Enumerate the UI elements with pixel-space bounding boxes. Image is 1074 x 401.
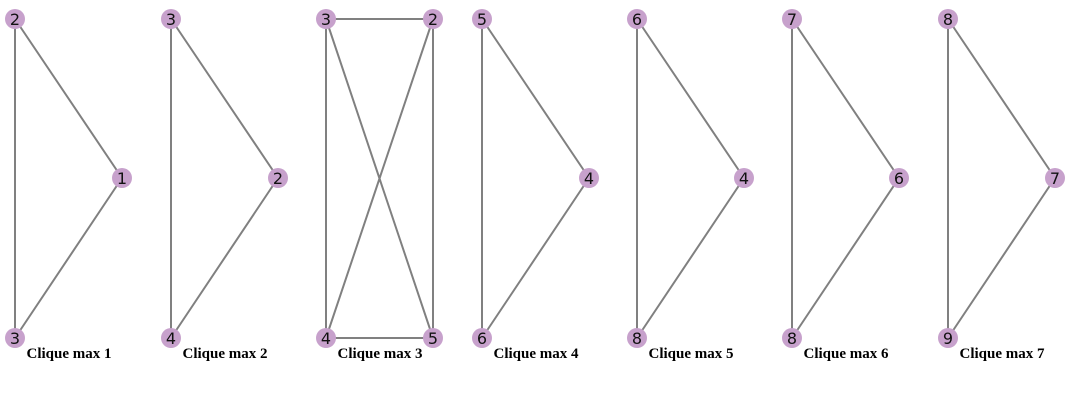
node-label: 6 [894, 169, 904, 188]
clique-graph-7: 8 7 9 Clique max 7 [938, 9, 1065, 362]
graph-caption: Clique max 7 [959, 346, 1045, 362]
node-label: 8 [943, 10, 953, 29]
node-1: 1 [112, 168, 132, 188]
node-label: 4 [321, 329, 331, 348]
node-3: 3 [161, 9, 181, 29]
edge-4-6 [481, 177, 590, 339]
node-label: 8 [787, 329, 797, 348]
node-label: 3 [321, 10, 331, 29]
edge-8-7 [947, 18, 1056, 179]
node-label: 5 [428, 329, 438, 348]
clique-graph-6: 7 6 8 Clique max 6 [782, 9, 909, 362]
edge-3-2 [170, 18, 279, 179]
node-circle [423, 328, 443, 348]
node-label: 4 [166, 329, 176, 348]
edge-5-4 [481, 18, 590, 179]
node-2: 2 [423, 9, 443, 29]
node-label: 2 [428, 10, 438, 29]
node-label: 4 [739, 169, 749, 188]
node-label: 3 [166, 10, 176, 29]
node-circle [316, 9, 336, 29]
node-circle [579, 168, 599, 188]
node-circle [268, 168, 288, 188]
node-6: 6 [472, 328, 492, 348]
edge-1-3 [14, 177, 123, 339]
node-label: 7 [1050, 169, 1060, 188]
graph-caption: Clique max 2 [182, 346, 267, 362]
clique-graph-5: 6 4 8 Clique max 5 [627, 9, 754, 362]
clique-graph-3: 3 2 4 5 Clique max 3 [316, 9, 443, 362]
node-circle [782, 9, 802, 29]
node-circle [161, 328, 181, 348]
node-7: 7 [782, 9, 802, 29]
node-circle [889, 168, 909, 188]
node-9: 9 [938, 328, 958, 348]
node-circle [472, 328, 492, 348]
node-4: 4 [161, 328, 181, 348]
node-circle [5, 328, 25, 348]
node-5: 5 [472, 9, 492, 29]
node-4: 4 [734, 168, 754, 188]
node-label: 6 [477, 329, 487, 348]
node-circle [734, 168, 754, 188]
node-circle [938, 328, 958, 348]
edge-4-8 [636, 177, 745, 339]
edge-2-4 [170, 177, 279, 339]
edge-6-8 [791, 177, 900, 339]
node-8: 8 [938, 9, 958, 29]
node-circle [316, 328, 336, 348]
node-3: 3 [316, 9, 336, 29]
node-label: 6 [632, 10, 642, 29]
graph-caption: Clique max 6 [803, 346, 889, 362]
edge-6-4 [636, 18, 745, 179]
node-label: 3 [10, 329, 20, 348]
edge-2-1 [14, 18, 123, 179]
node-circle [5, 9, 25, 29]
node-4: 4 [579, 168, 599, 188]
node-7: 7 [1045, 168, 1065, 188]
graph-caption: Clique max 4 [493, 346, 579, 362]
node-2: 2 [5, 9, 25, 29]
graph-caption: Clique max 3 [337, 346, 422, 362]
node-label: 7 [787, 10, 797, 29]
node-circle [627, 328, 647, 348]
node-circle [112, 168, 132, 188]
node-5: 5 [423, 328, 443, 348]
graph-caption: Clique max 1 [26, 346, 111, 362]
node-3: 3 [5, 328, 25, 348]
node-label: 8 [632, 329, 642, 348]
node-8: 8 [782, 328, 802, 348]
edge-7-6 [791, 18, 900, 179]
node-circle [472, 9, 492, 29]
node-label: 2 [273, 169, 283, 188]
node-label: 5 [477, 10, 487, 29]
clique-graph-2: 3 2 4 Clique max 2 [161, 9, 288, 362]
node-6: 6 [627, 9, 647, 29]
node-label: 9 [943, 329, 953, 348]
node-circle [938, 9, 958, 29]
node-4: 4 [316, 328, 336, 348]
node-2: 2 [268, 168, 288, 188]
node-6: 6 [889, 168, 909, 188]
node-circle [161, 9, 181, 29]
edge-2-4 [325, 18, 434, 339]
node-label: 2 [10, 10, 20, 29]
node-circle [1045, 168, 1065, 188]
edge-7-9 [947, 177, 1056, 339]
node-circle [627, 9, 647, 29]
graph-caption: Clique max 5 [648, 346, 733, 362]
clique-graph-4: 5 4 6 Clique max 4 [472, 9, 599, 362]
node-label: 1 [117, 169, 127, 188]
node-8: 8 [627, 328, 647, 348]
node-circle [423, 9, 443, 29]
clique-graph-1: 2 1 3 Clique max 1 [5, 9, 132, 362]
graphs-layer: 2 1 3 Clique max 1 3 2 4 Clique max 2 3 2 4 5 Clique… [5, 9, 1065, 362]
node-circle [782, 328, 802, 348]
node-label: 4 [584, 169, 594, 188]
